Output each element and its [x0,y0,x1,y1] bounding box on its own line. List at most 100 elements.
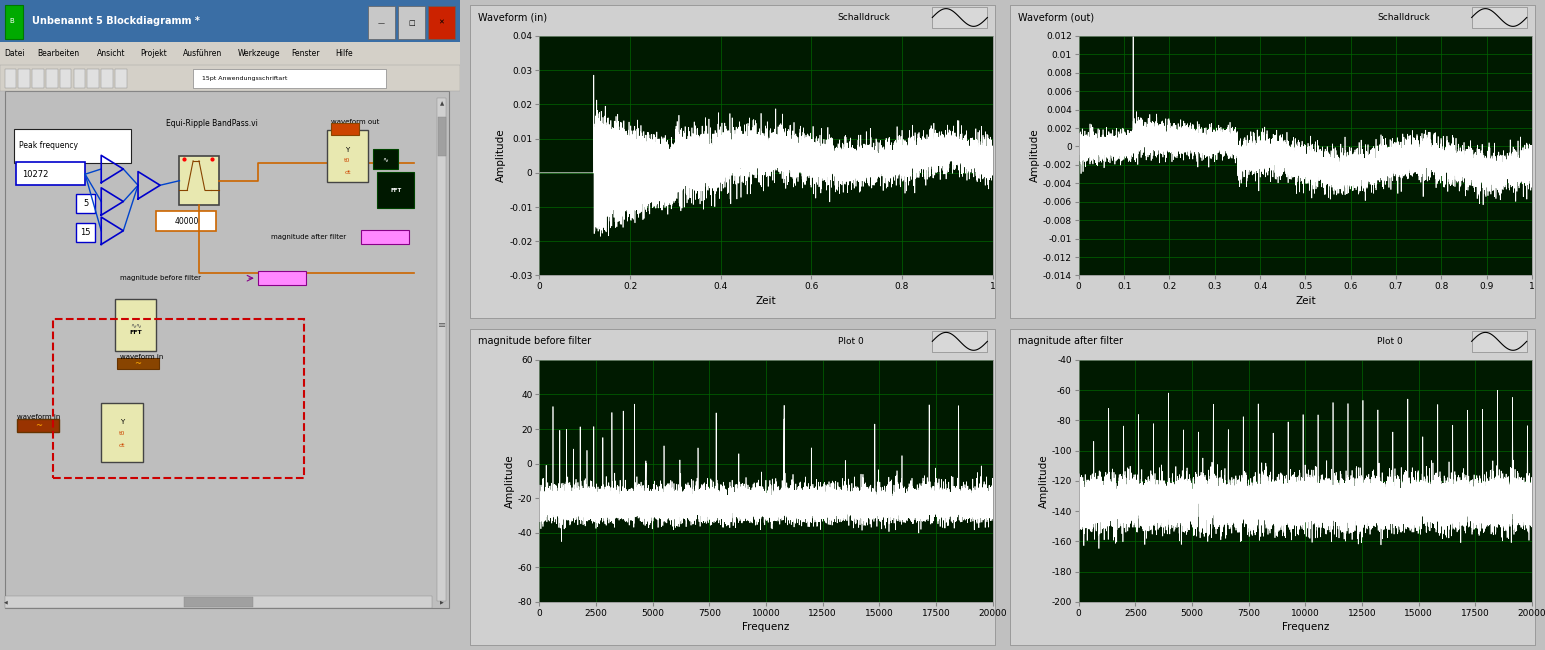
Bar [15,162,85,185]
Bar [60,69,71,88]
Text: dt: dt [119,443,125,448]
Text: Datei: Datei [5,49,25,58]
Bar [1472,331,1526,352]
Bar [76,194,96,213]
Bar [399,6,425,39]
Text: magnitude after filter: magnitude after filter [1018,336,1123,346]
Bar [437,117,447,156]
Bar [437,98,447,601]
Text: Y: Y [345,146,349,153]
Text: ✕: ✕ [439,20,443,26]
Text: ◀: ◀ [5,599,8,605]
Text: 40000: 40000 [175,216,198,226]
Text: Werkzeuge: Werkzeuge [238,49,280,58]
Text: ∿: ∿ [382,156,388,162]
Y-axis label: Amplitude: Amplitude [505,454,514,508]
Text: Y: Y [121,419,124,426]
Bar [53,318,304,478]
Text: Hilfe: Hilfe [335,49,352,58]
Bar [117,358,159,369]
Text: Schalldruck: Schalldruck [837,13,890,22]
Bar [193,69,386,88]
Text: Unbenannt 5 Blockdiagramm *: Unbenannt 5 Blockdiagramm * [32,16,201,27]
Text: t0: t0 [345,158,351,163]
Bar [932,331,987,352]
Bar [17,419,59,432]
Bar [32,69,43,88]
Bar [102,69,113,88]
Text: 5: 5 [83,199,88,208]
Text: magnitude before filter: magnitude before filter [479,336,592,346]
Bar [88,69,99,88]
Text: Projekt: Projekt [141,49,167,58]
X-axis label: Zeit: Zeit [756,296,776,306]
Bar [1472,7,1526,27]
Bar [19,69,29,88]
Bar [74,69,85,88]
Bar [5,596,433,608]
Bar [114,69,127,88]
Text: 10272: 10272 [22,170,48,179]
Text: FFT: FFT [389,188,402,193]
Bar [326,130,368,182]
Text: Equi-Ripple BandPass.vi: Equi-Ripple BandPass.vi [165,119,258,128]
Bar [102,403,142,462]
Text: ▲: ▲ [440,101,443,107]
Text: Ansicht: Ansicht [97,49,125,58]
Bar [331,124,358,135]
Text: Bearbeiten: Bearbeiten [37,49,79,58]
Bar [5,91,448,608]
Text: ▶: ▶ [440,599,443,605]
Bar [932,7,987,27]
Y-axis label: Amplitude: Amplitude [496,129,507,183]
Bar [258,271,306,285]
Text: B: B [9,18,14,25]
Text: ~: ~ [134,359,142,368]
Text: t0: t0 [119,431,125,436]
Y-axis label: Amplitude: Amplitude [1031,129,1040,183]
Bar [362,230,409,244]
X-axis label: Frequenz: Frequenz [742,622,789,632]
Text: ≡: ≡ [437,320,447,330]
Y-axis label: Amplitude: Amplitude [1038,454,1049,508]
Bar [76,223,96,242]
Text: ~: ~ [34,421,42,430]
Text: FFT: FFT [130,330,142,335]
Text: magnitude before filter: magnitude before filter [119,275,201,281]
Text: Waveform (out): Waveform (out) [1018,12,1094,23]
Bar [184,597,253,607]
Bar [179,156,218,205]
Bar [372,150,399,169]
Text: 15pt Anwendungsschriftart: 15pt Anwendungsschriftart [202,76,287,81]
Bar [114,299,156,351]
Text: Plot 0: Plot 0 [1377,337,1403,346]
Bar [46,69,57,88]
X-axis label: Zeit: Zeit [1295,296,1316,306]
Text: waveform out: waveform out [331,119,380,125]
Text: dt: dt [345,170,351,176]
Text: waveform in: waveform in [119,354,164,360]
Bar [156,211,216,231]
Bar [0,0,460,42]
Text: ∿∿: ∿∿ [130,322,142,328]
Bar [377,172,414,208]
Text: Ausführen: Ausführen [184,49,222,58]
Bar [428,6,454,39]
Bar [5,5,23,39]
X-axis label: Frequenz: Frequenz [1282,622,1329,632]
FancyBboxPatch shape [14,129,131,162]
Text: waveform in: waveform in [17,414,60,421]
Text: 15: 15 [80,228,91,237]
Bar [5,69,15,88]
Text: Waveform (in): Waveform (in) [479,12,547,23]
Text: Fenster: Fenster [292,49,320,58]
Text: □: □ [408,20,414,26]
Bar [368,6,396,39]
Text: Plot 0: Plot 0 [837,337,864,346]
Text: Schalldruck: Schalldruck [1377,13,1431,22]
Text: Peak frequency: Peak frequency [20,141,79,150]
Bar [0,42,460,65]
Text: —: — [379,20,385,26]
Text: magnitude after filter: magnitude after filter [272,234,346,240]
Bar [0,65,460,91]
